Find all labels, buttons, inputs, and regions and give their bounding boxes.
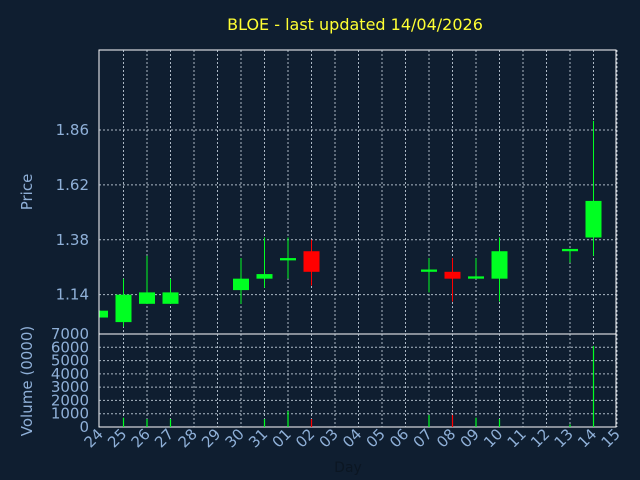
- candle-body: [444, 271, 461, 279]
- candle-body: [491, 251, 508, 279]
- volume-tick-label: 6000: [51, 338, 89, 356]
- x-tick-label: 10: [480, 425, 506, 451]
- price-frame: [98, 49, 617, 335]
- x-tick-label: 06: [386, 425, 412, 451]
- x-tick-label: 01: [269, 425, 295, 451]
- x-tick-label: 26: [128, 425, 154, 451]
- volume-tick-label: 4000: [51, 365, 89, 383]
- x-tick-label: 25: [104, 425, 130, 451]
- candle-body: [139, 292, 155, 304]
- candle-body: [162, 292, 179, 304]
- volume-tick-label: 0: [79, 418, 89, 436]
- price-tick-label: 1.38: [56, 231, 89, 249]
- candle-body: [468, 276, 484, 279]
- x-tick-label: 04: [339, 425, 365, 451]
- chart-title: BLOE - last updated 14/04/2026: [227, 15, 483, 34]
- x-tick-label: 08: [433, 425, 459, 451]
- x-tick-label: 07: [410, 425, 436, 451]
- volume-tick-label: 5000: [51, 352, 89, 370]
- x-axis: 2425262728293031010203040506070809101112…: [81, 425, 624, 451]
- volume-tick-label: 3000: [51, 378, 89, 396]
- price-tick-label: 1.14: [56, 286, 89, 304]
- x-tick-label: 11: [504, 425, 530, 451]
- price-tick-label: 1.62: [56, 176, 89, 194]
- candle-body: [256, 274, 273, 279]
- price-axis-label: Price: [18, 174, 36, 211]
- candle-body: [562, 248, 578, 252]
- x-tick-label: 29: [198, 425, 224, 451]
- x-tick-label: 30: [222, 425, 248, 451]
- x-tick-label: 12: [527, 425, 553, 451]
- volume-frame: [98, 333, 617, 428]
- x-tick-label: 15: [598, 425, 624, 451]
- volume-tick-label: 7000: [51, 325, 89, 343]
- x-tick-label: 05: [363, 425, 389, 451]
- volume-axis-label: Volume (0000): [18, 326, 36, 436]
- candle-body: [421, 269, 437, 272]
- x-tick-label: 31: [245, 425, 271, 451]
- price-panel: 1.14 1.38 1.62 1.86: [56, 49, 618, 335]
- x-tick-label: 27: [151, 425, 177, 451]
- volume-tick-label: 1000: [51, 405, 89, 423]
- candle-body: [585, 200, 602, 238]
- candle-body: [303, 251, 320, 272]
- x-tick-label: 14: [574, 425, 600, 451]
- x-tick-label: 02: [292, 425, 318, 451]
- candle-body: [100, 310, 108, 318]
- candle-body: [280, 258, 296, 261]
- price-tick-label: 1.86: [56, 121, 89, 139]
- candle-body: [115, 294, 132, 323]
- x-tick-label: 13: [551, 425, 577, 451]
- x-axis-label: Day: [334, 460, 362, 476]
- x-tick-label: 03: [316, 425, 342, 451]
- candle-body: [233, 278, 249, 291]
- x-tick-label: 28: [175, 425, 201, 451]
- x-tick-label: 09: [457, 425, 483, 451]
- volume-tick-label: 2000: [51, 391, 89, 409]
